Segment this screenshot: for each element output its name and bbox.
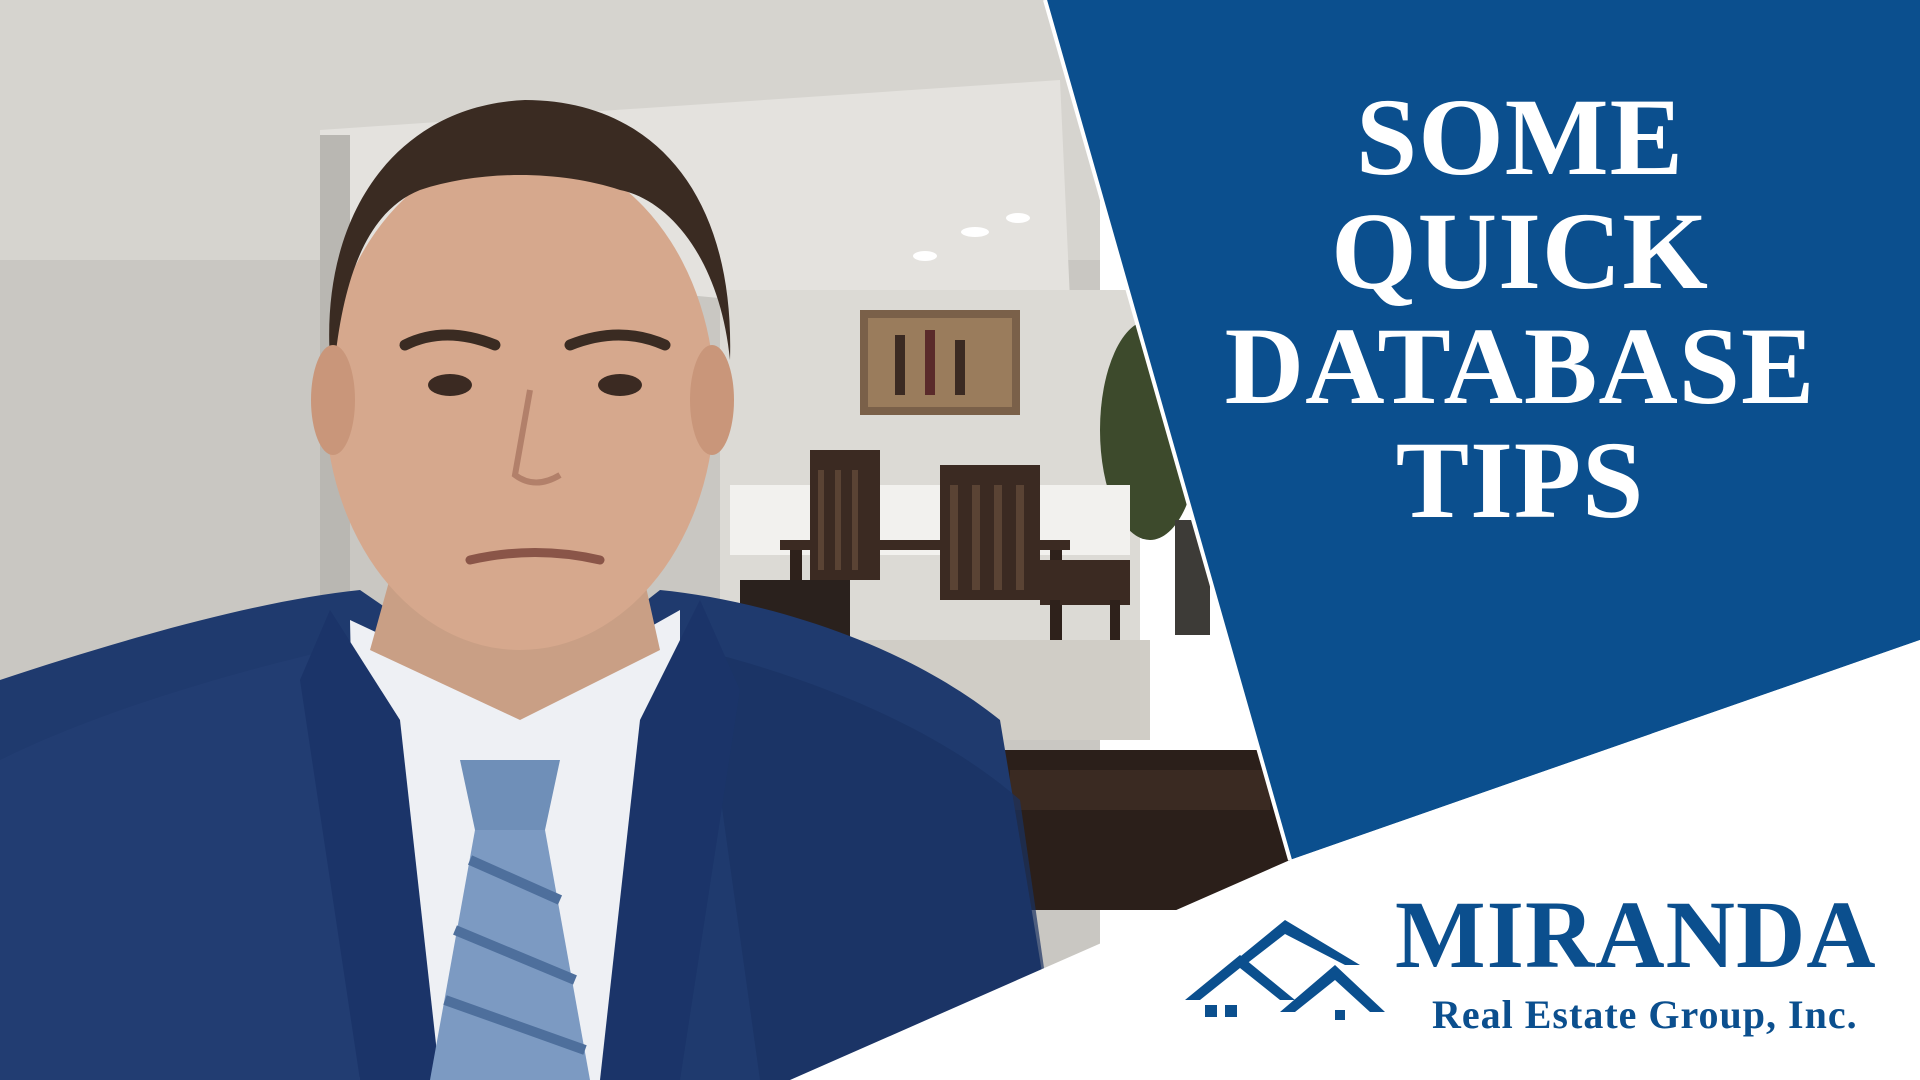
title-line-1: SOME xyxy=(1356,76,1684,198)
house-roof-icon xyxy=(1185,920,1385,1020)
brand-tagline: Real Estate Group, Inc. xyxy=(1432,992,1858,1037)
title-line-3: DATABASE xyxy=(1224,304,1816,427)
video-title: SOME QUICK DATABASE TIPS xyxy=(1180,80,1860,538)
title-line-4: TIPS xyxy=(1395,419,1645,542)
brand-name: MIRANDA xyxy=(1395,881,1877,988)
title-line-2: QUICK xyxy=(1331,190,1709,313)
